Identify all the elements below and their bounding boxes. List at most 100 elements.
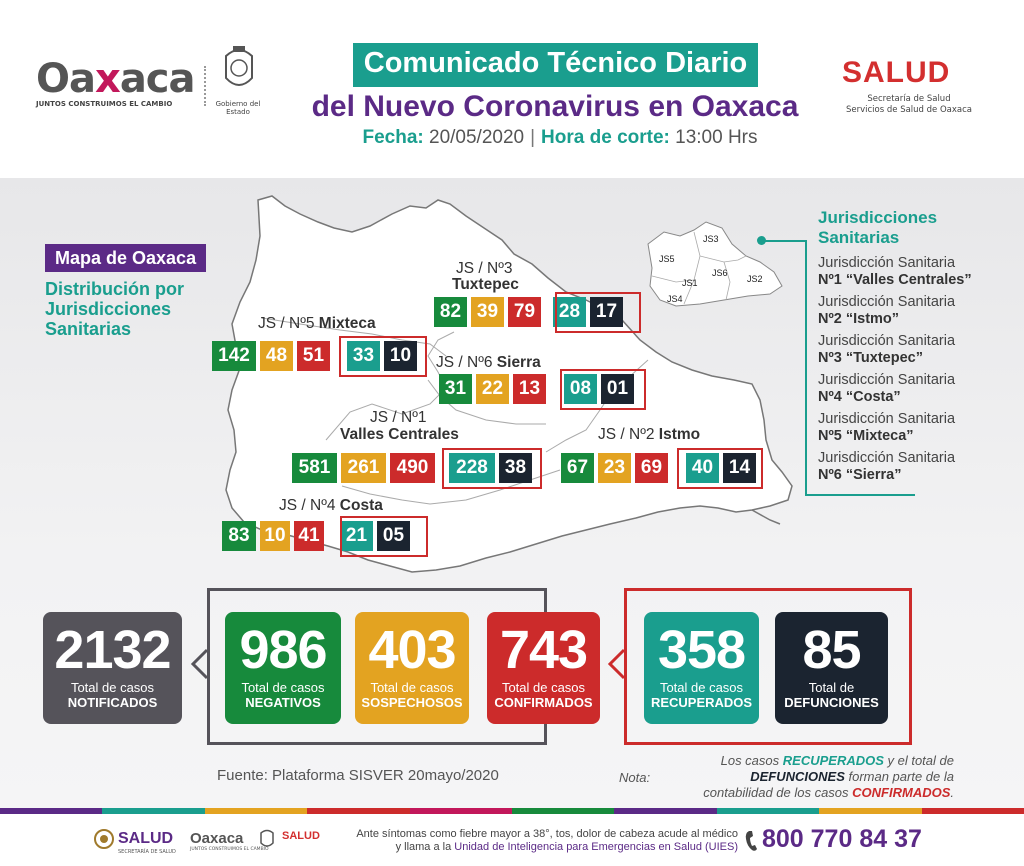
- nota-part-2: y el total de: [883, 753, 955, 768]
- js6-sospechosos: 22: [476, 374, 509, 404]
- js1-defunciones: 38: [499, 453, 532, 483]
- js2-row: 67 23 69 40 14: [561, 453, 760, 483]
- map-label: Mapa de Oaxaca: [45, 244, 207, 272]
- salud-emblem-icon: [94, 829, 114, 849]
- js6-confirmados: 13: [513, 374, 546, 404]
- js2-sospechosos: 23: [598, 453, 631, 483]
- total-notificados-line2: NOTIFICADOS: [67, 695, 158, 710]
- js4-prefix: JS / Nº4: [279, 497, 336, 514]
- legend-item-3-line2: Nº3 “Tuxtepec”: [818, 350, 923, 366]
- footer: SALUD SECRETARÍA DE SALUD Oaxaca JUNTOS …: [0, 814, 1024, 866]
- footer-salud-logo: SALUD: [118, 830, 174, 847]
- js4-defunciones: 05: [377, 521, 410, 551]
- date-line: Fecha: 20/05/2020 | Hora de corte: 13:00 H…: [300, 127, 820, 149]
- footer-message: Ante síntomas como fiebre mayor a 38°, t…: [335, 828, 738, 854]
- js6-highlight-box: [560, 369, 646, 410]
- js4-highlight-box: [340, 516, 428, 557]
- footer-phone[interactable]: 800 770 84 37: [762, 825, 922, 853]
- js1-highlight-box: [442, 448, 542, 489]
- footer-salud-logo-2: SALUD: [282, 830, 320, 842]
- total-recuperados-value: 358: [657, 620, 746, 680]
- js1-negativos: 581: [292, 453, 337, 483]
- oaxaca-logo: Oaxaca JUNTOS CONSTRUIMOS EL CAMBIO: [36, 56, 196, 108]
- js4-title: JS / Nº4 Costa: [279, 497, 383, 515]
- map-subtitle: Distribución por Jurisdicciones Sanitari…: [45, 279, 184, 339]
- legend-connector-dot: [757, 236, 766, 245]
- legend-item-5-line2: Nº5 “Mixteca”: [818, 428, 914, 444]
- header: Oaxaca JUNTOS CONSTRUIMOS EL CAMBIO Gobi…: [0, 0, 1024, 178]
- title-line-1: Comunicado Técnico Diario: [363, 47, 748, 79]
- legend-item-1-line1: Jurisdicción Sanitaria: [818, 255, 956, 271]
- inset-boundary-3: [723, 261, 731, 301]
- js5-title: JS / Nº5 Mixteca: [258, 315, 376, 333]
- js5-highlight-box: [339, 336, 427, 377]
- js4-row: 83 10 41 21 05: [222, 521, 414, 551]
- total-negativos-value: 986: [239, 620, 327, 680]
- footer-line-2: y llama a la Unidad de Inteligencia para…: [335, 841, 738, 854]
- hora-label: Hora de corte:: [541, 127, 670, 148]
- gray-bracket-arrow: [190, 648, 209, 680]
- js2-defunciones: 14: [723, 453, 756, 483]
- js3-recuperados: 28: [553, 297, 586, 327]
- inset-label-js1: JS1: [682, 278, 698, 288]
- legend-item-3-line1: Jurisdicción Sanitaria: [818, 333, 956, 349]
- inset-boundary-4: [651, 275, 695, 283]
- js1-recuperados: 228: [449, 453, 495, 483]
- js3-name: Tuxtepec: [452, 276, 519, 293]
- js6-negativos: 31: [439, 374, 472, 404]
- js3-title-name: Tuxtepec: [452, 276, 519, 294]
- legend-connector-h: [762, 240, 806, 242]
- js5-defunciones: 10: [384, 341, 417, 371]
- nota-text: Los casos RECUPERADOS y el total de DEFU…: [664, 753, 954, 801]
- nota-recuperados: RECUPERADOS: [782, 753, 884, 768]
- js1-title-prefix: JS / Nº1: [370, 409, 427, 426]
- js6-prefix: JS / Nº6: [436, 354, 493, 371]
- js1-confirmados: 490: [390, 453, 435, 483]
- footer-line-1: Ante síntomas como fiebre mayor a 38°, t…: [356, 828, 738, 840]
- total-sospechosos-card: 403 Total de casos SOSPECHOSOS: [355, 612, 469, 724]
- date-separator: |: [530, 127, 536, 148]
- js3-row: 82 39 79 28 17: [434, 297, 627, 327]
- total-defunciones-line2: DEFUNCIONES: [784, 695, 879, 710]
- total-confirmados-line1: Total de casos: [501, 680, 586, 695]
- inset-label-js6: JS6: [712, 268, 728, 278]
- js4-sospechosos: 10: [260, 521, 290, 551]
- inset-label-js5: JS5: [659, 254, 675, 264]
- js1-name: Valles Centrales: [340, 426, 459, 443]
- js2-title: JS / Nº2 Istmo: [598, 426, 700, 444]
- js5-name: Mixteca: [318, 315, 376, 332]
- js3-negativos: 82: [434, 297, 467, 327]
- fecha-label: Fecha:: [362, 127, 424, 148]
- phone-icon: [745, 831, 757, 851]
- legend-item-2-line1: Jurisdicción Sanitaria: [818, 294, 956, 310]
- seal-caption: Gobierno del Estado: [215, 100, 261, 116]
- total-defunciones-value: 85: [802, 620, 861, 680]
- inner-boundary-1: [325, 331, 455, 441]
- js2-prefix: JS / Nº2: [598, 426, 655, 443]
- total-defunciones-line1: Total de: [808, 680, 855, 695]
- inner-boundary-4: [261, 317, 447, 357]
- confirmed-breakdown-frame: [624, 588, 912, 745]
- total-negativos-line1: Total de casos: [241, 680, 325, 695]
- red-bracket-arrow: [607, 648, 626, 680]
- hora-value: 13:00 Hrs: [675, 127, 758, 148]
- title-banner: [353, 43, 758, 87]
- legend-item-5: Jurisdicción Sanitaria Nº5 “Mixteca”: [818, 411, 1018, 445]
- logo-text-b: aca: [119, 56, 196, 102]
- title-line-2: del Nuevo Coronavirus en Oaxaca: [311, 90, 799, 123]
- logo-divider: [204, 66, 206, 106]
- logo-tagline: JUNTOS CONSTRUIMOS EL CAMBIO: [36, 100, 173, 108]
- js2-name: Istmo: [658, 426, 701, 443]
- js3-confirmados: 79: [508, 297, 541, 327]
- js3-highlight-box: [555, 292, 641, 333]
- legend-item-2: Jurisdicción Sanitaria Nº2 “Istmo”: [818, 294, 1018, 328]
- nota-defunciones: DEFUNCIONES: [750, 769, 845, 784]
- footer-oaxaca-logo: Oaxaca: [190, 830, 244, 847]
- legend-item-4-line1: Jurisdicción Sanitaria: [818, 372, 956, 388]
- js4-recuperados: 21: [340, 521, 373, 551]
- legend-item-3: Jurisdicción Sanitaria Nº3 “Tuxtepec”: [818, 333, 1018, 367]
- logo-text-x: x: [95, 56, 121, 102]
- js6-row: 31 22 13 08 01: [439, 374, 638, 404]
- js5-sospechosos: 48: [260, 341, 293, 371]
- color-stripe: [0, 808, 1024, 814]
